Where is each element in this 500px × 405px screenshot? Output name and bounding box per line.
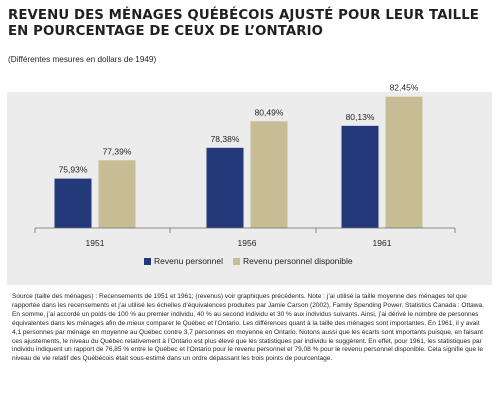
- chart-title: REVENU DES MÉNAGES QUÉBÉCOIS AJUSTÉ POUR…: [8, 8, 479, 39]
- source-note: Source (taille des ménages) : Recensemen…: [12, 293, 484, 363]
- source-panel: [7, 285, 492, 401]
- chart-subtitle: (Différentes mesures en dollars de 1949): [8, 55, 157, 64]
- chart-panel: [7, 92, 492, 285]
